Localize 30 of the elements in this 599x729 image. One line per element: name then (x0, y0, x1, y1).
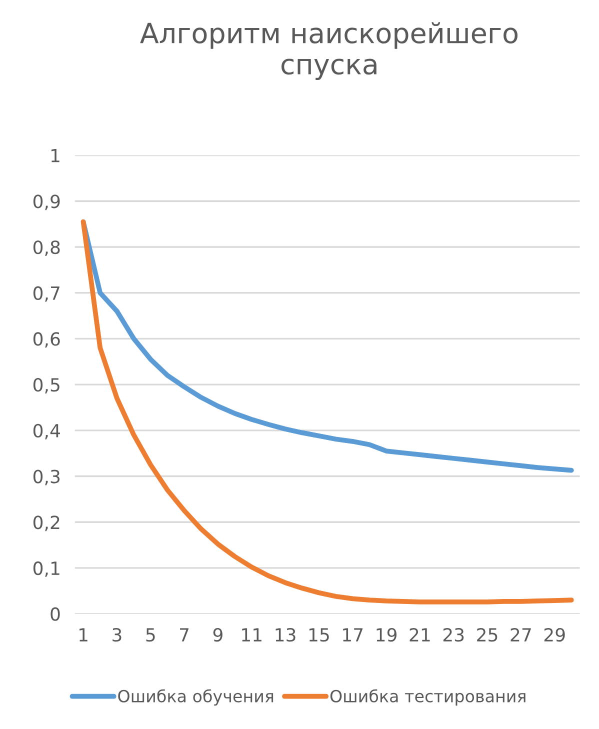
x-tick-label: 11 (242, 628, 262, 642)
y-tick-label: 0,1 (33, 561, 60, 577)
y-tick-label: 0,8 (33, 240, 60, 256)
x-tick-label: 17 (343, 628, 363, 642)
legend-label: Ошибка обучения (118, 689, 274, 706)
y-tick-label: 1 (51, 148, 60, 162)
x-tick-label: 27 (510, 628, 531, 642)
y-tick-label: 0,9 (33, 194, 60, 210)
y-tick-label: 0 (50, 607, 60, 621)
x-tick-label: 29 (544, 628, 565, 642)
x-tick-label: 3 (112, 628, 122, 642)
chart-title: Алгоритм наискорейшего спуска (140, 22, 518, 80)
x-tick-label: 1 (80, 628, 88, 642)
x-tick-label: 19 (376, 628, 396, 642)
x-tick-label: 5 (146, 628, 155, 642)
x-tick-label: 9 (213, 628, 222, 642)
line-series (80, 219, 574, 604)
x-tick-label: 13 (276, 628, 296, 642)
x-tick-label: 25 (477, 628, 498, 642)
y-tick-label: 0,7 (33, 286, 60, 302)
y-tick-label: 0,2 (33, 516, 60, 532)
x-tick-label: 7 (180, 628, 188, 642)
y-tick-label: 0,4 (33, 424, 60, 440)
y-tick-label: 0,3 (33, 470, 60, 486)
y-tick-label: 0,5 (33, 378, 60, 394)
x-tick-label: 15 (309, 628, 329, 642)
legend-label: Ошибка тестирования (330, 689, 526, 706)
y-tick-label: 0,6 (33, 332, 60, 348)
x-tick-label: 23 (443, 628, 464, 642)
x-tick-label: 21 (410, 628, 430, 642)
